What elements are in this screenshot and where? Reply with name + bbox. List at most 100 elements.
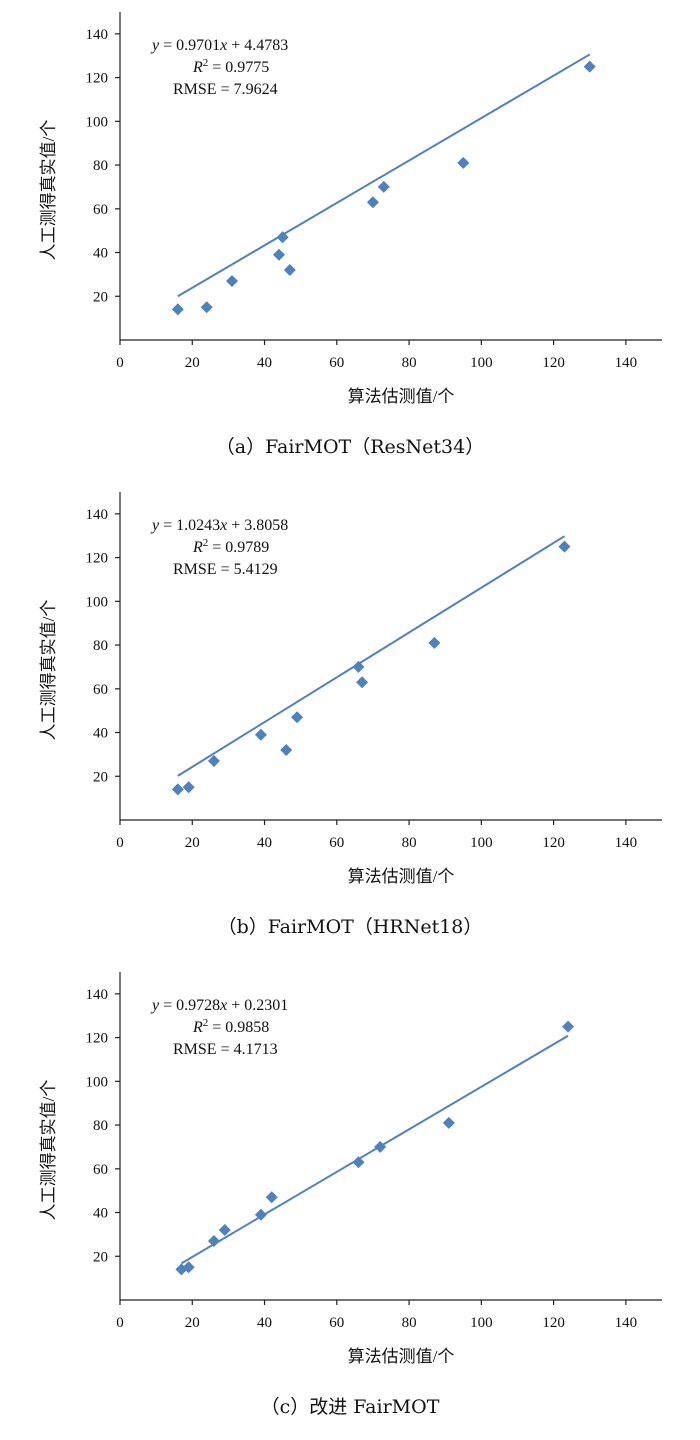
data-point-b xyxy=(207,754,220,767)
chart-caption-a: （a）FairMOT（ResNet34） xyxy=(216,436,484,458)
trend-line-c xyxy=(180,1034,569,1265)
r-squared-value-a: = 0.9775 xyxy=(208,59,269,76)
x-axis-label-c: 算法估测值/个 xyxy=(348,1347,455,1366)
x-tick-label-b: 40 xyxy=(257,835,272,851)
equation-y-a: y xyxy=(150,37,160,54)
data-point-c xyxy=(182,1261,195,1274)
x-tick-label-b: 80 xyxy=(402,835,417,851)
data-point-b xyxy=(558,540,571,553)
r-squared-sup-a: 2 xyxy=(203,57,209,69)
x-axis-label-a: 算法估测值/个 xyxy=(348,387,455,406)
y-tick-label-c: 100 xyxy=(86,1074,109,1090)
x-tick-label-b: 120 xyxy=(542,835,565,851)
data-point-a xyxy=(200,301,213,314)
equation-intercept-c: + 0.2301 xyxy=(227,997,288,1014)
data-point-a xyxy=(366,196,379,209)
data-point-b xyxy=(254,728,267,741)
y-tick-label-b: 120 xyxy=(86,551,109,567)
x-tick-label-b: 0 xyxy=(116,835,124,851)
y-tick-label-a: 60 xyxy=(93,202,108,218)
y-tick-label-b: 60 xyxy=(93,682,108,698)
data-point-b xyxy=(280,744,293,757)
data-point-a xyxy=(272,248,285,261)
x-tick-label-b: 100 xyxy=(470,835,493,851)
y-tick-label-b: 40 xyxy=(93,726,108,742)
r-squared-a: R2 = 0.9775 xyxy=(192,57,269,76)
r-squared-symbol-a: R xyxy=(192,59,203,76)
chart-panel-b: 0 20 40 60 80 100 120 140 20 40 60 80 100 120 140 算法估测值… xyxy=(0,480,700,960)
y-tick-label-b: 80 xyxy=(93,638,108,654)
y-tick-label-a: 80 xyxy=(93,158,108,174)
data-point-a xyxy=(226,274,239,287)
equation-coef-b: = 1.0243 xyxy=(159,517,220,534)
chart-caption-c: （c）改进 FairMOT xyxy=(261,1396,440,1418)
y-axis-label-c: 人工测得真实值/个 xyxy=(39,1080,58,1221)
equation-x-c: x xyxy=(219,997,227,1014)
x-tick-label-a: 120 xyxy=(542,355,565,371)
r-squared-value-b: = 0.9789 xyxy=(208,539,269,556)
rmse-text-b: RMSE = 5.4129 xyxy=(173,561,278,578)
x-tick-label-a: 60 xyxy=(329,355,344,371)
trend-line-b xyxy=(177,535,565,777)
chart-panel-a: 0 20 40 60 80 100 120 140 20 40 60 80 100 120 140 算法估测值… xyxy=(0,0,700,480)
data-point-b xyxy=(182,781,195,794)
x-tick-label-a: 0 xyxy=(116,355,124,371)
y-axis-label-a: 人工测得真实值/个 xyxy=(39,120,58,261)
x-tick-label-c: 60 xyxy=(329,1315,344,1331)
data-point-c xyxy=(218,1224,231,1237)
x-tick-label-a: 20 xyxy=(185,355,200,371)
data-point-c xyxy=(352,1156,365,1169)
y-tick-label-a: 20 xyxy=(93,289,108,305)
rmse-text-c: RMSE = 4.1713 xyxy=(173,1041,278,1058)
scatter-chart-a: 0 20 40 60 80 100 120 140 20 40 60 80 100 120 140 算法估测值… xyxy=(39,12,662,458)
data-point-a xyxy=(457,156,470,169)
y-tick-label-a: 40 xyxy=(93,246,108,262)
r-squared-sup-b: 2 xyxy=(203,537,209,549)
x-tick-label-c: 40 xyxy=(257,1315,272,1331)
x-tick-label-a: 80 xyxy=(402,355,417,371)
data-point-a xyxy=(283,264,296,277)
equation-coef-a: = 0.9701 xyxy=(159,37,220,54)
equation-intercept-b: + 3.8058 xyxy=(227,517,288,534)
data-point-c xyxy=(442,1116,455,1129)
y-tick-label-b: 100 xyxy=(86,594,109,610)
r-squared-symbol-b: R xyxy=(192,539,203,556)
regression-equation-c: y = 0.9728x + 0.2301 xyxy=(150,997,288,1014)
x-tick-label-c: 100 xyxy=(470,1315,493,1331)
r-squared-c: R2 = 0.9858 xyxy=(192,1017,269,1036)
r-squared-b: R2 = 0.9789 xyxy=(192,537,269,556)
data-point-b xyxy=(171,783,184,796)
y-tick-label-c: 40 xyxy=(93,1206,108,1222)
y-tick-label-c: 60 xyxy=(93,1162,108,1178)
r-squared-symbol-c: R xyxy=(192,1019,203,1036)
x-tick-label-a: 40 xyxy=(257,355,272,371)
data-point-a xyxy=(171,303,184,316)
x-tick-label-c: 120 xyxy=(542,1315,565,1331)
data-point-b xyxy=(356,676,369,689)
chart-caption-b: （b）FairMOT（HRNet18） xyxy=(218,916,483,938)
x-tick-label-a: 140 xyxy=(615,355,638,371)
y-tick-label-c: 120 xyxy=(86,1031,109,1047)
data-point-c xyxy=(562,1020,575,1033)
x-tick-label-c: 140 xyxy=(615,1315,638,1331)
y-tick-label-a: 140 xyxy=(86,27,109,43)
data-point-a xyxy=(377,180,390,193)
r-squared-sup-c: 2 xyxy=(203,1017,209,1029)
data-point-a xyxy=(583,60,596,73)
y-tick-label-b: 20 xyxy=(93,769,108,785)
regression-equation-b: y = 1.0243x + 3.8058 xyxy=(150,517,288,534)
data-point-c xyxy=(374,1140,387,1153)
trend-line-a xyxy=(177,53,591,298)
x-axis-label-b: 算法估测值/个 xyxy=(348,867,455,886)
chart-panel-c: 0 20 40 60 80 100 120 140 20 40 60 80 100 120 140 算法估测值… xyxy=(0,960,700,1440)
y-tick-label-c: 80 xyxy=(93,1118,108,1134)
y-tick-label-a: 120 xyxy=(86,71,109,87)
scatter-chart-b: 0 20 40 60 80 100 120 140 20 40 60 80 100 120 140 算法估测值… xyxy=(39,492,662,938)
equation-coef-c: = 0.9728 xyxy=(159,997,220,1014)
data-point-b xyxy=(291,711,304,724)
r-squared-value-c: = 0.9858 xyxy=(208,1019,269,1036)
data-point-b xyxy=(352,660,365,673)
y-tick-label-c: 140 xyxy=(86,987,109,1003)
equation-x-a: x xyxy=(219,37,227,54)
y-tick-label-c: 20 xyxy=(93,1249,108,1265)
